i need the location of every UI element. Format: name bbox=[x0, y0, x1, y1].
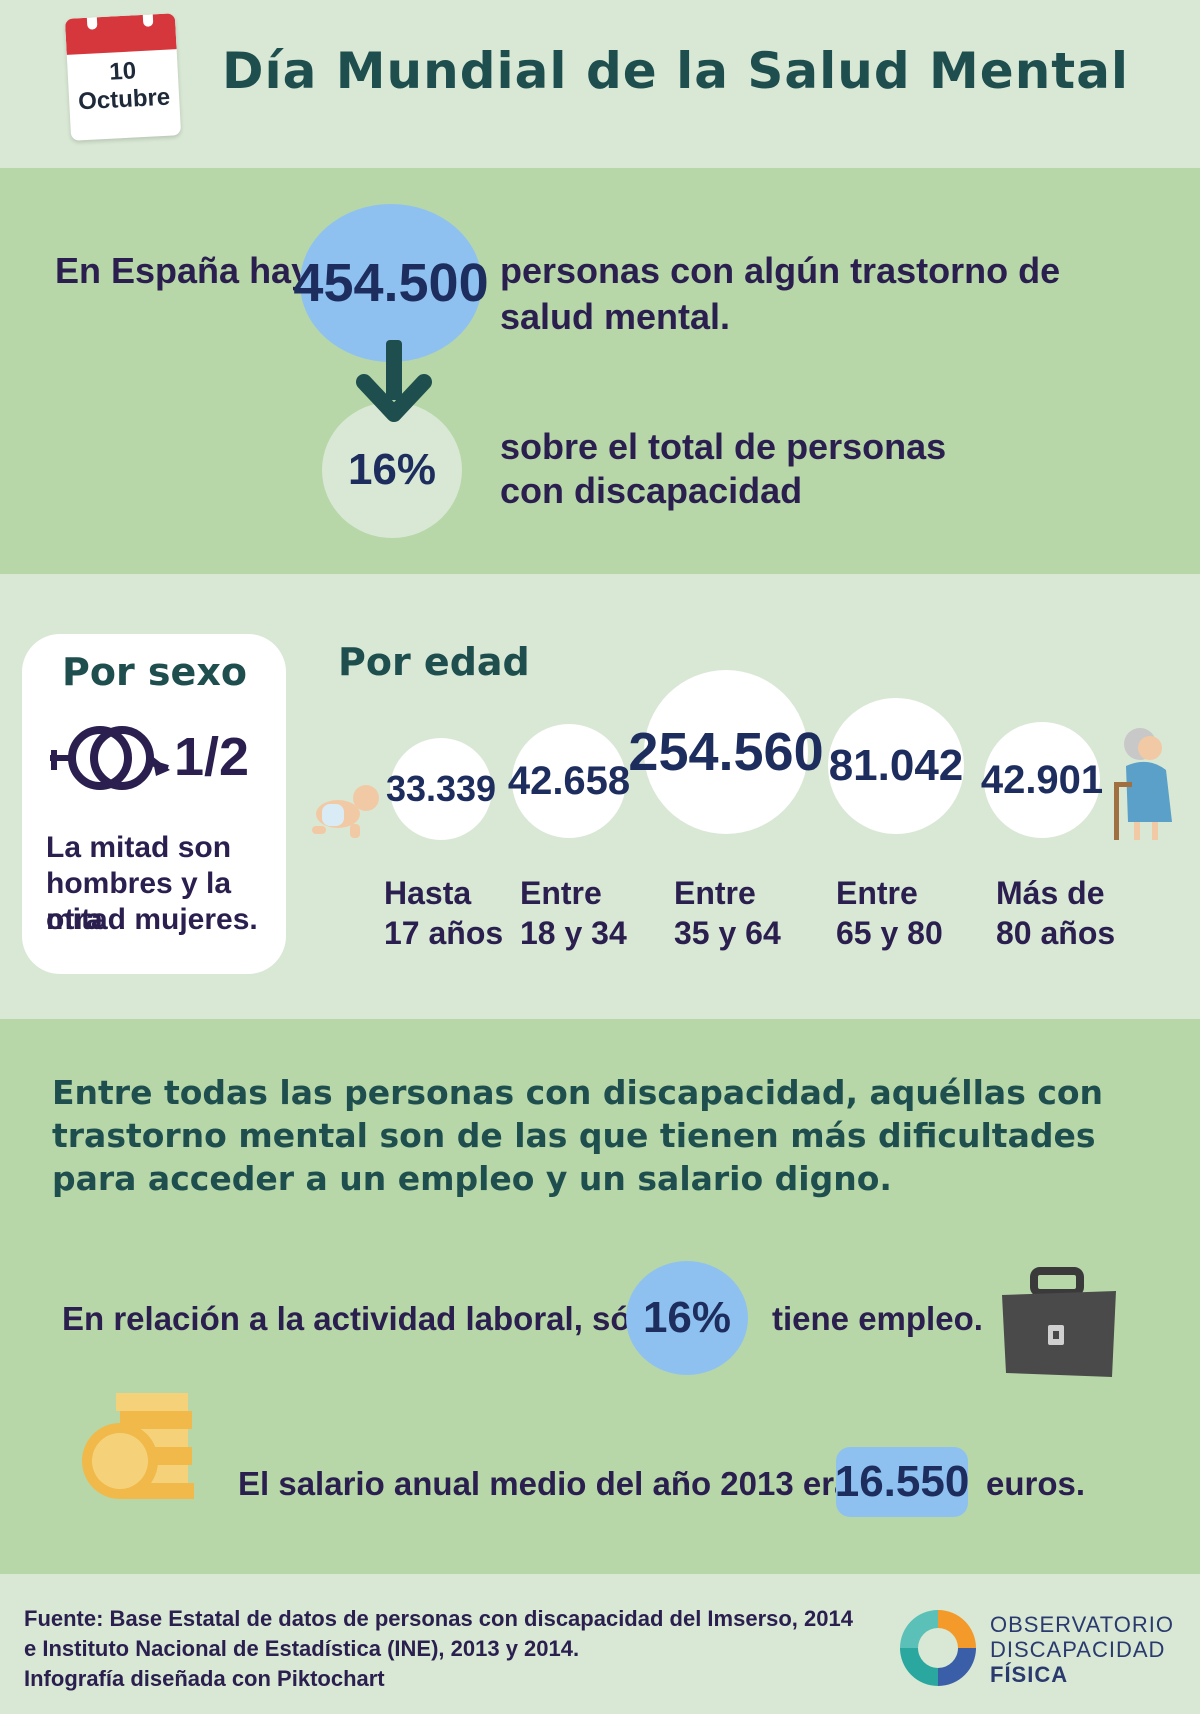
activity-text-after: tiene empleo. bbox=[772, 1300, 983, 1337]
activity-text-before: En relación a la actividad laboral, sólo… bbox=[62, 1300, 697, 1337]
age-value-0: 33.339 bbox=[385, 768, 497, 809]
logo-line2: DISCAPACIDAD bbox=[990, 1637, 1166, 1662]
age-label-0-line1: Hasta bbox=[384, 875, 472, 911]
header-section: 10 Octubre Día Mundial de la Salud Menta… bbox=[0, 0, 1200, 168]
total-circle: 454.500 bbox=[293, 204, 489, 362]
age-circle-3: 81.042 bbox=[828, 698, 964, 834]
percent-circle: 16% bbox=[322, 402, 462, 538]
age-label-1-line1: Entre bbox=[520, 875, 602, 911]
activity-percent: 16% bbox=[642, 1293, 732, 1342]
sexo-desc-line2: hombres y la otra bbox=[46, 867, 232, 936]
salary-value-box: 16.550 bbox=[834, 1447, 970, 1517]
baby-icon bbox=[312, 785, 379, 838]
age-label-4-line2: 80 años bbox=[996, 915, 1116, 951]
calendar-icon: 10 Octubre bbox=[64, 13, 182, 141]
age-circle-2: 254.560 bbox=[628, 670, 824, 834]
demographics-section: Por sexo 1/2 La mitad son hombres y la o… bbox=[0, 574, 1200, 1019]
logo-line3: FÍSICA bbox=[990, 1662, 1069, 1687]
percent-description-line2: con discapacidad bbox=[500, 470, 803, 511]
calendar-month: Octubre bbox=[77, 83, 171, 116]
credit-line: Infografía diseñada con Piktochart bbox=[24, 1666, 385, 1691]
stats-intro: En España hay bbox=[55, 250, 312, 291]
age-value-4: 42.901 bbox=[980, 757, 1104, 802]
age-label-2-line1: Entre bbox=[674, 875, 756, 911]
age-value-1: 42.658 bbox=[507, 758, 631, 803]
source-line1: Fuente: Base Estatal de datos de persona… bbox=[24, 1606, 853, 1631]
gender-icon bbox=[50, 726, 170, 790]
age-circle-1: 42.658 bbox=[508, 724, 630, 838]
age-circle-4: 42.901 bbox=[980, 722, 1104, 838]
activity-percent-circle: 16% bbox=[626, 1261, 748, 1375]
salary-text-before: El salario anual medio del año 2013 era … bbox=[238, 1465, 901, 1502]
sexo-card: Por sexo 1/2 La mitad son hombres y la o… bbox=[22, 634, 286, 974]
age-label-4-line1: Más de bbox=[996, 875, 1105, 911]
coins-icon bbox=[82, 1393, 194, 1499]
employment-section: Entre todas las personas con discapacida… bbox=[0, 1019, 1200, 1574]
sexo-desc-line3: mitad mujeres. bbox=[46, 903, 258, 936]
statement-line1: Entre todas las personas con discapacida… bbox=[52, 1073, 1104, 1112]
statement-line3: para acceder a un empleo y un salario di… bbox=[52, 1159, 892, 1198]
total-description: personas con algún trastorno de salud me… bbox=[500, 250, 1061, 337]
age-label-3-line1: Entre bbox=[836, 875, 918, 911]
briefcase-icon bbox=[1002, 1267, 1116, 1377]
edad-heading: Por edad bbox=[338, 640, 530, 684]
age-label-1-line2: 18 y 34 bbox=[520, 915, 627, 951]
percent-value: 16% bbox=[347, 445, 437, 494]
observatorio-logo-icon bbox=[900, 1610, 976, 1686]
total-value: 454.500 bbox=[293, 253, 489, 313]
footer-section: Fuente: Base Estatal de datos de persona… bbox=[0, 1574, 1200, 1714]
sexo-heading: Por sexo bbox=[62, 650, 247, 694]
statement-line2: trastorno mental son de las que tienen m… bbox=[52, 1116, 1096, 1155]
age-value-3: 81.042 bbox=[828, 741, 964, 790]
salary-text-after: euros. bbox=[986, 1465, 1086, 1502]
page-title: Día Mundial de la Salud Mental bbox=[222, 42, 1130, 100]
salary-value: 16.550 bbox=[834, 1457, 970, 1506]
source-line2: e Instituto Nacional de Estadística (INE… bbox=[24, 1636, 580, 1661]
age-value-2: 254.560 bbox=[628, 722, 824, 782]
age-label-2-line2: 35 y 64 bbox=[674, 915, 781, 951]
elderly-woman-icon bbox=[1114, 728, 1172, 840]
logo-line1: OBSERVATORIO bbox=[990, 1612, 1174, 1637]
age-label-0-line2: 17 años bbox=[384, 915, 504, 951]
percent-description-line1: sobre el total de personas bbox=[500, 426, 947, 467]
age-circle-0: 33.339 bbox=[386, 738, 496, 840]
stats-section: En España hay 454.500 personas con algún… bbox=[0, 168, 1200, 574]
age-label-3-line2: 65 y 80 bbox=[836, 915, 943, 951]
arrow-down-icon bbox=[356, 340, 432, 422]
sexo-ratio: 1/2 bbox=[174, 727, 250, 787]
sexo-desc-line1: La mitad son bbox=[46, 831, 232, 864]
